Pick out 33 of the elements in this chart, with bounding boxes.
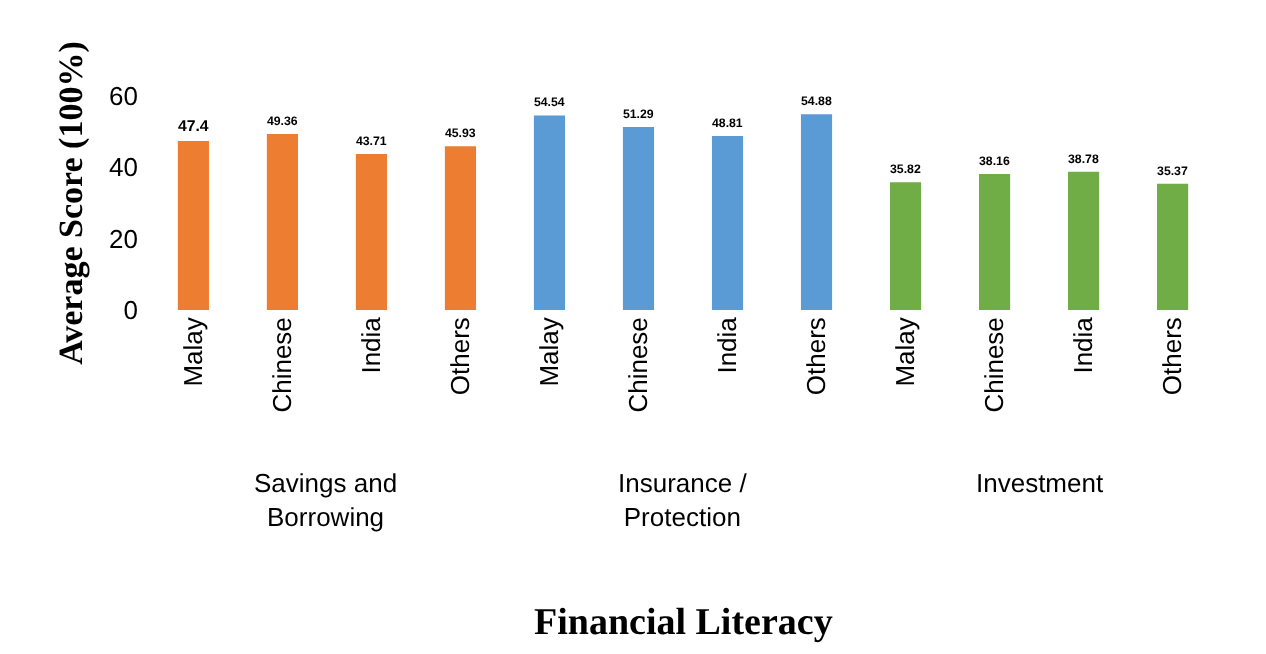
x-tick-label: Others — [1157, 316, 1188, 396]
x-tick-label: Chinese — [622, 317, 653, 413]
bar — [444, 146, 477, 310]
x-tick-label: India — [711, 315, 742, 374]
text: Savings and Borrowing — [254, 468, 398, 532]
bar — [266, 133, 298, 310]
y-tick-label: 0 — [123, 295, 138, 326]
bar — [711, 135, 744, 310]
x-tick-label: India — [355, 315, 386, 374]
x-tick-label: Malay — [889, 316, 920, 387]
bar — [622, 127, 655, 310]
bar — [533, 115, 566, 310]
y-tick-label: 40 — [109, 152, 138, 183]
y-axis-title: Average Score (100%) — [52, 41, 91, 365]
x-tick-label: Malay — [177, 316, 208, 387]
x-tick-label: Others — [800, 316, 831, 396]
bar — [355, 154, 388, 310]
text: Investment — [976, 468, 1104, 498]
bar — [1068, 171, 1100, 310]
text: Insurance / Protection — [618, 468, 748, 532]
x-tick-label: Malay — [533, 316, 564, 387]
x-tick-label: Chinese — [979, 317, 1010, 413]
x-tick-label: India — [1068, 315, 1099, 374]
y-tick-label: 60 — [109, 81, 138, 112]
bar — [177, 140, 209, 310]
x-axis-title: Financial Literacy — [534, 602, 834, 644]
bar — [1157, 183, 1189, 310]
x-tick-label: Chinese — [266, 317, 297, 413]
y-tick-label: 20 — [109, 223, 138, 254]
bar — [889, 182, 922, 310]
x-tick-label: Others — [444, 316, 475, 396]
bar — [800, 114, 833, 310]
bar — [978, 173, 1011, 310]
